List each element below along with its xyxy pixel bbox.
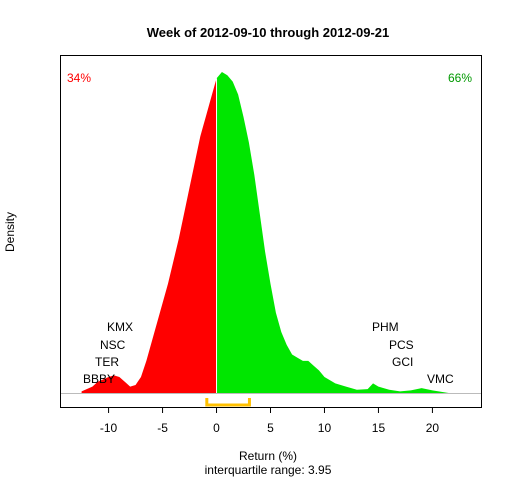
x-tick-label: -5 — [157, 421, 168, 435]
right-annotations: PHM PCS GCI VMC — [372, 320, 454, 386]
x-tick-label: 20 — [426, 421, 440, 435]
iqr-subtitle: interquartile range: 3.95 — [205, 463, 332, 477]
ticker-label-kmx: KMX — [107, 320, 133, 334]
x-tick-label: 0 — [213, 421, 220, 435]
y-axis-label: Density — [3, 212, 17, 252]
ticker-label-gci: GCI — [392, 355, 413, 369]
x-axis: -10 -5 0 5 10 15 20 — [100, 407, 440, 435]
ticker-label-bbby: BBBY — [83, 372, 115, 386]
ticker-label-phm: PHM — [372, 320, 399, 334]
iqr-bracket — [205, 398, 251, 407]
x-tick-label: -10 — [100, 421, 118, 435]
positive-density-area — [216, 72, 449, 393]
chart-title: Week of 2012-09-10 through 2012-09-21 — [147, 25, 390, 40]
x-tick-label: 10 — [318, 421, 332, 435]
left-annotations: KMX NSC TER BBBY — [83, 320, 133, 386]
ticker-label-pcs: PCS — [389, 338, 414, 352]
negative-density-area — [81, 78, 217, 394]
ticker-label-ter: TER — [95, 355, 119, 369]
ticker-label-nsc: NSC — [100, 338, 126, 352]
negative-share-label: 34% — [67, 71, 91, 85]
positive-share-label: 66% — [448, 71, 472, 85]
ticker-label-vmc: VMC — [427, 372, 454, 386]
x-tick-label: 15 — [372, 421, 386, 435]
x-tick-label: 5 — [267, 421, 274, 435]
x-axis-label: Return (%) — [239, 449, 297, 463]
